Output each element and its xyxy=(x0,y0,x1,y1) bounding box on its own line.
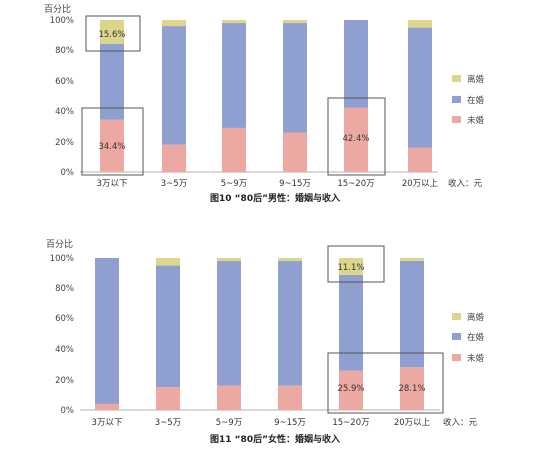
bar-segment-divorced xyxy=(100,20,124,44)
data-label: 11.1% xyxy=(337,263,364,273)
data-label: 28.1% xyxy=(398,384,425,394)
bar-segment-unmarried xyxy=(95,403,119,410)
bar-segment-unmarried xyxy=(222,127,246,172)
bar-segment-divorced xyxy=(408,20,432,28)
x-tick-label: 3~5万 xyxy=(161,179,187,189)
bar-segment-unmarried xyxy=(278,385,302,410)
y-tick-label: 100% xyxy=(50,16,74,26)
y-tick-label: 0% xyxy=(61,406,75,416)
x-tick-label: 3万以下 xyxy=(97,179,128,189)
x-axis-label: 收入：元 xyxy=(443,417,478,428)
bar-segment-unmarried xyxy=(162,144,186,172)
data-label: 34.4% xyxy=(98,142,125,152)
bar-segment-divorced xyxy=(162,20,186,27)
bar-segment-unmarried xyxy=(339,370,363,410)
bar-segment-divorced xyxy=(400,257,424,261)
y-tick-label: 80% xyxy=(55,284,74,294)
bar-segment-married xyxy=(156,265,180,388)
legend-label-unmarried: 未婚 xyxy=(467,115,485,126)
legend-swatch-unmarried xyxy=(452,116,461,123)
x-tick-label: 15~20万 xyxy=(332,418,369,428)
bar-segment-unmarried xyxy=(217,385,241,410)
y-tick-label: 100% xyxy=(50,254,74,264)
bar-segment-divorced xyxy=(278,258,302,262)
y-axis-label: 百分比 xyxy=(44,3,71,15)
highlight-box xyxy=(327,97,386,176)
legend-label-married: 在婚 xyxy=(467,95,485,106)
data-label: 15.6% xyxy=(98,30,125,40)
x-tick-label: 20万以上 xyxy=(394,418,431,428)
bar-segment-married xyxy=(100,43,124,120)
legend-label-divorced: 离婚 xyxy=(467,312,485,323)
legend-swatch-divorced xyxy=(452,313,461,320)
y-tick-label: 0% xyxy=(61,168,75,178)
bar-segment-divorced xyxy=(222,20,246,24)
legend-swatch-divorced xyxy=(452,75,461,82)
highlight-box xyxy=(327,352,444,414)
y-tick-label: 60% xyxy=(55,77,74,87)
x-tick-label: 9~15万 xyxy=(274,418,306,428)
x-tick-label: 20万以上 xyxy=(402,179,439,189)
y-tick-label: 40% xyxy=(55,345,74,355)
chart-men: 百分比 0% 20% 40% 60% 80% 100% 3万以下 3~5万 5~… xyxy=(44,3,485,204)
bar-segment-married xyxy=(339,274,363,371)
bars-men xyxy=(100,20,432,172)
y-tick-label: 20% xyxy=(55,376,74,386)
legend-swatch-married xyxy=(452,333,461,340)
legend-swatch-unmarried xyxy=(452,354,461,361)
x-tick-label: 15~20万 xyxy=(337,179,374,189)
bar-segment-unmarried xyxy=(283,132,307,172)
y-tick-label: 20% xyxy=(55,138,74,148)
bar-segment-divorced xyxy=(217,258,241,262)
bar-segment-unmarried xyxy=(344,107,368,172)
x-tick-label: 5~9万 xyxy=(221,179,247,189)
bar-segment-married xyxy=(217,261,241,386)
legend-label-married: 在婚 xyxy=(467,332,485,343)
bar-segment-married xyxy=(400,260,424,368)
x-axis-label: 收入：元 xyxy=(448,178,483,189)
bar-segment-married xyxy=(344,20,368,108)
bar-segment-married xyxy=(95,258,119,404)
bar-segment-divorced xyxy=(156,258,180,266)
bar-segment-married xyxy=(162,26,186,145)
data-label: 25.9% xyxy=(337,384,364,394)
y-axis-label: 百分比 xyxy=(46,238,73,250)
highlight-box xyxy=(81,107,144,176)
figure-caption: 图11 “80后”女性：婚姻与收入 xyxy=(210,433,340,445)
bar-segment-married xyxy=(408,27,432,148)
bar-segment-divorced xyxy=(339,258,363,275)
chart-women: 百分比 0% 20% 40% 60% 80% 100% 3万以下 3~5万 5~… xyxy=(46,238,485,445)
y-tick-label: 80% xyxy=(55,46,74,56)
bar-segment-unmarried xyxy=(408,147,432,172)
y-tick-label: 40% xyxy=(55,107,74,117)
bar-segment-unmarried xyxy=(100,119,124,172)
legend-label-unmarried: 未婚 xyxy=(467,353,485,364)
x-tick-label: 5~9万 xyxy=(216,418,242,428)
highlight-box xyxy=(85,15,141,52)
x-tick-label: 3万以下 xyxy=(92,418,123,428)
figure-caption: 图10 “80后”男性：婚姻与收入 xyxy=(210,192,340,204)
legend-label-divorced: 离婚 xyxy=(467,74,485,85)
x-tick-label: 3~5万 xyxy=(155,418,181,428)
bar-segment-unmarried xyxy=(156,387,180,410)
bar-segment-divorced xyxy=(283,20,307,24)
legend-swatch-married xyxy=(452,96,461,103)
bar-segment-married xyxy=(222,23,246,128)
y-tick-label: 60% xyxy=(55,314,74,324)
data-label: 42.4% xyxy=(342,134,369,144)
bar-segment-married xyxy=(283,23,307,133)
bar-segment-unmarried xyxy=(400,367,424,410)
bar-segment-married xyxy=(278,261,302,386)
x-tick-label: 9~15万 xyxy=(279,179,311,189)
bars-women xyxy=(95,257,424,410)
highlight-box xyxy=(327,245,385,283)
